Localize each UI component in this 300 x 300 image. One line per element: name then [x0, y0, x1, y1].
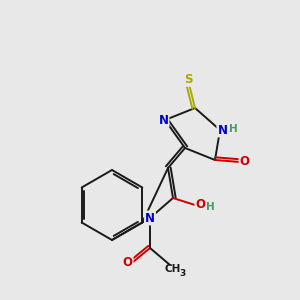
- Text: H: H: [229, 124, 238, 134]
- Text: N: N: [218, 124, 227, 136]
- Text: S: S: [184, 73, 192, 86]
- Text: O: O: [123, 256, 133, 268]
- Text: O: O: [195, 199, 206, 212]
- Text: N: N: [158, 113, 169, 127]
- Text: O: O: [239, 155, 250, 169]
- Text: CH: CH: [164, 265, 181, 275]
- Text: 3: 3: [179, 268, 186, 278]
- Text: H: H: [206, 202, 215, 212]
- Text: N: N: [145, 212, 155, 224]
